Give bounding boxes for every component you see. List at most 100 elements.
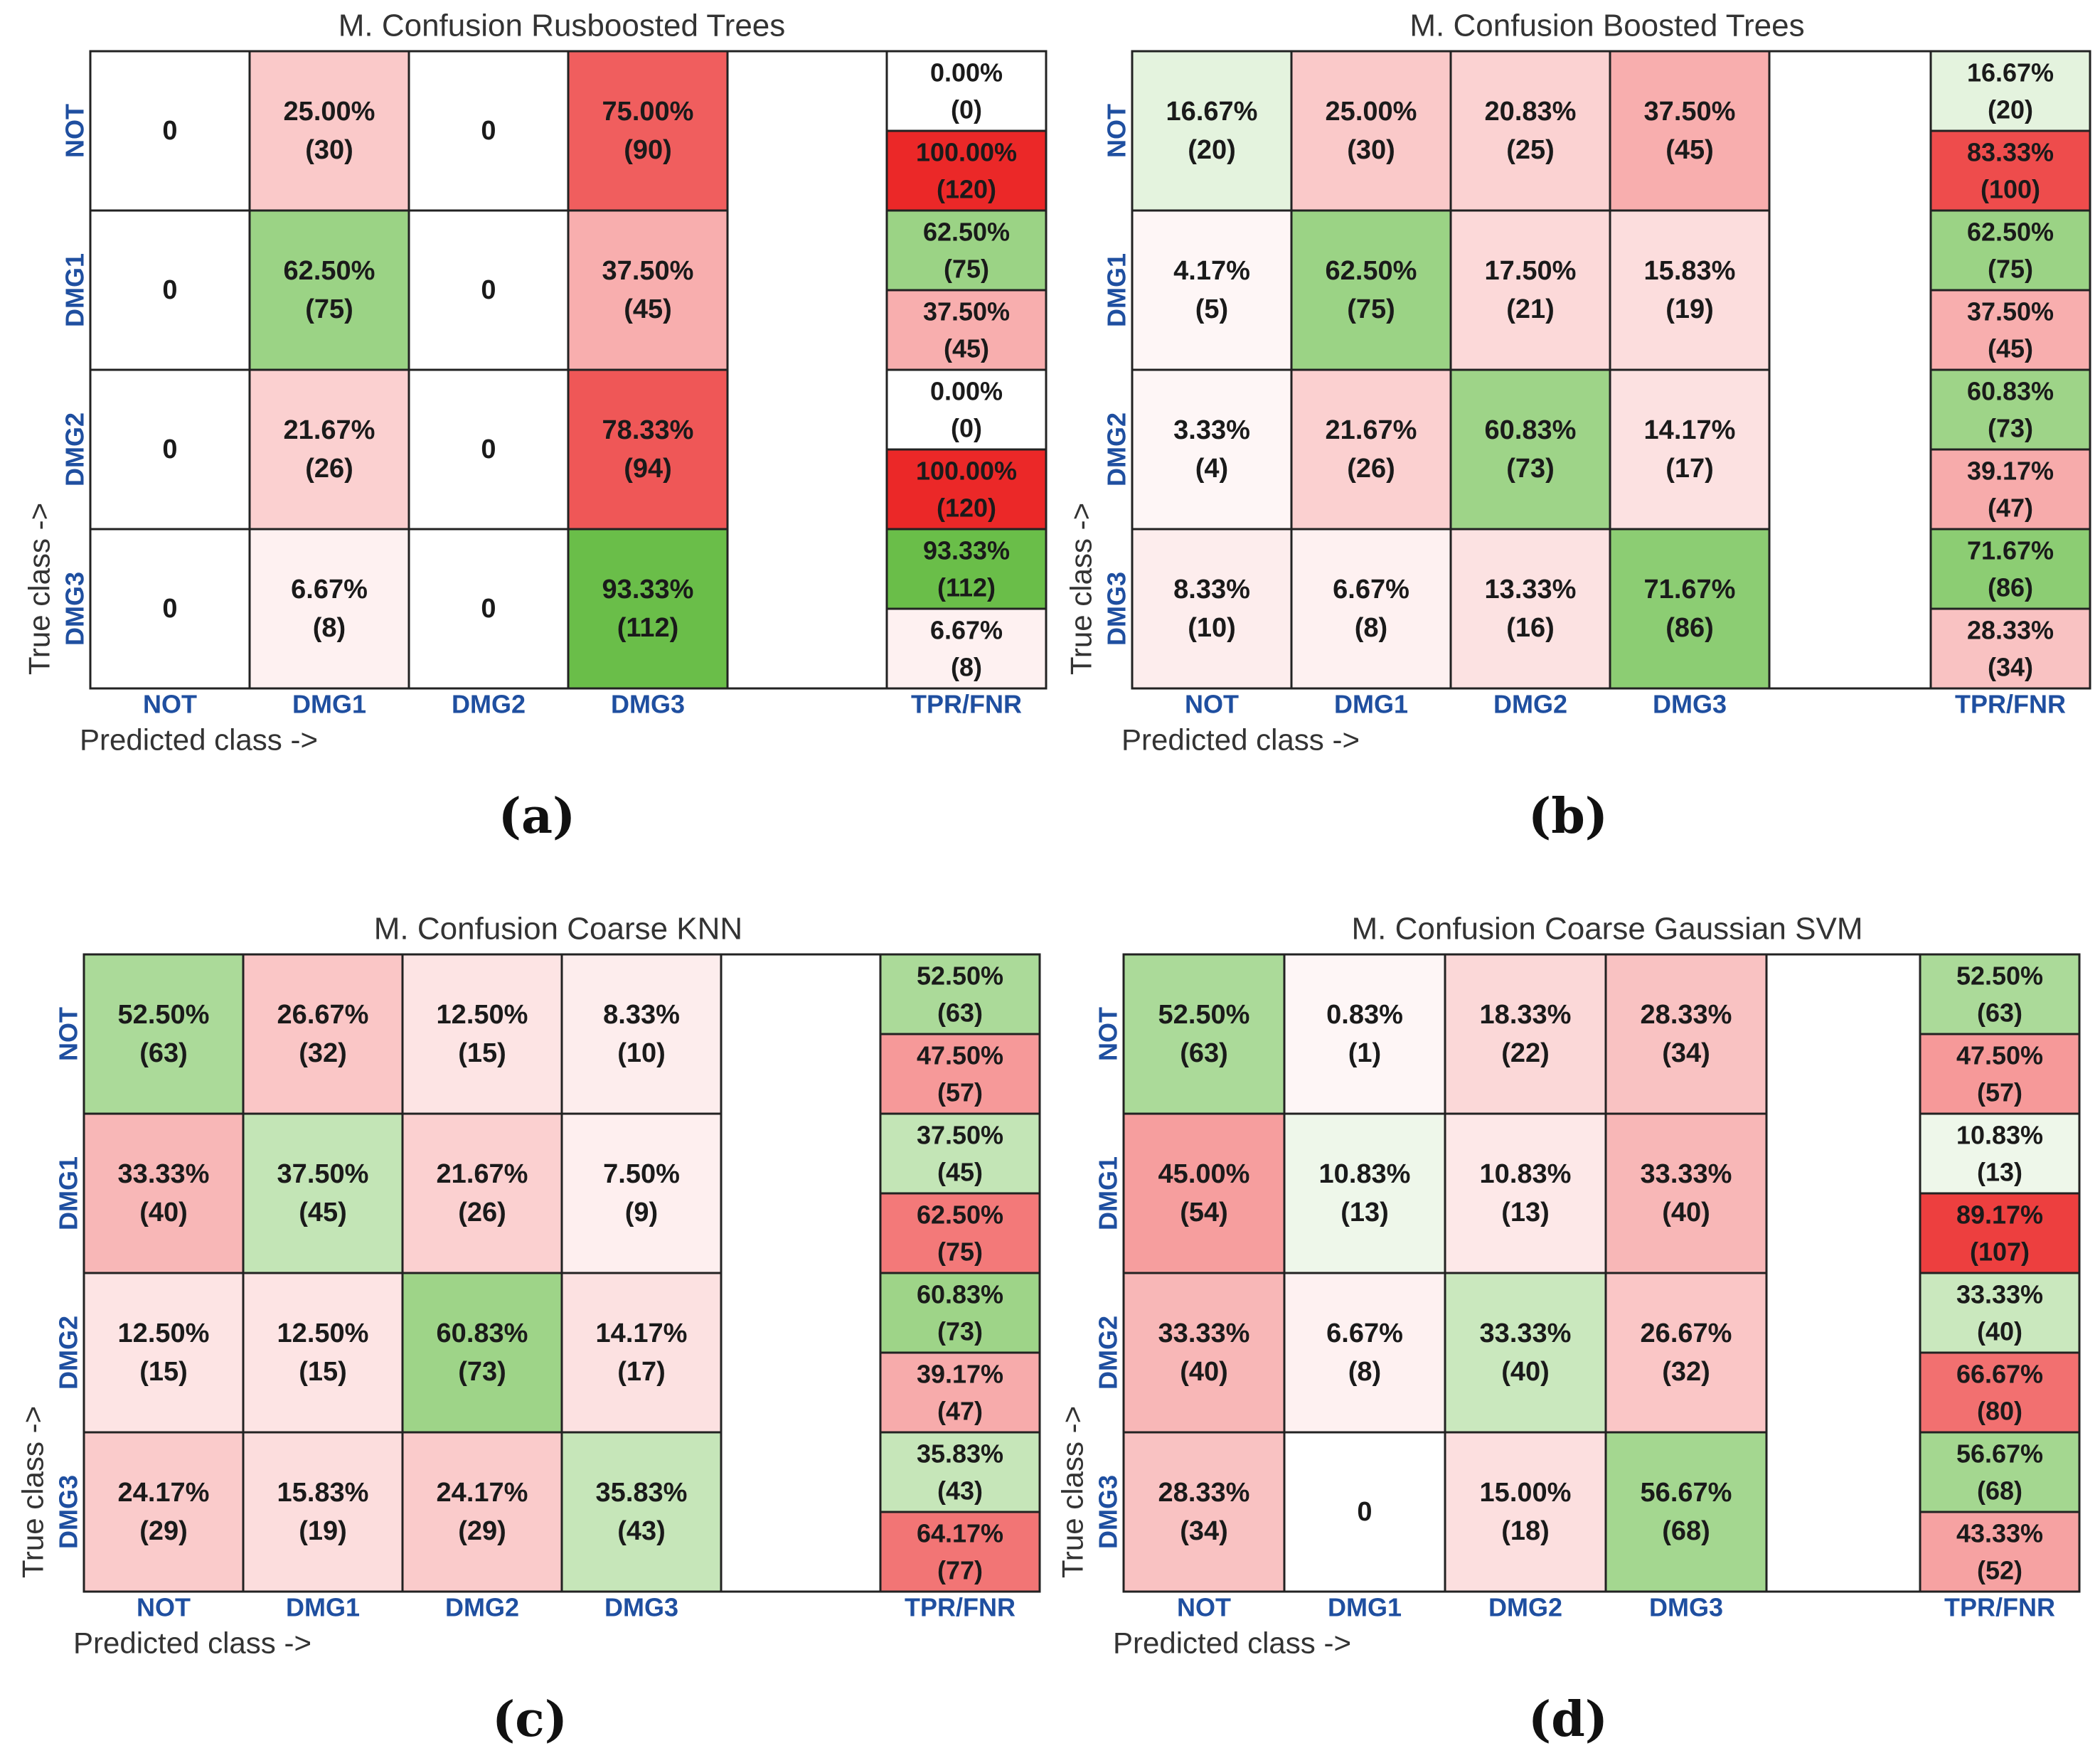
cell-percent: 0.83% [1326, 1000, 1403, 1030]
cell-count: (8) [1355, 613, 1387, 643]
col-label: DMG2 [445, 1593, 519, 1622]
fnr-percent: 37.50% [923, 297, 1010, 326]
tpr-percent: 62.50% [923, 218, 1010, 247]
cell-count: 0 [1357, 1497, 1372, 1527]
cell-count: (40) [1662, 1198, 1710, 1227]
matrix-cell [560, 953, 723, 1115]
cell-count: 0 [162, 275, 177, 305]
matrix-cell [1122, 1112, 1286, 1274]
cell-count: (13) [1501, 1198, 1550, 1227]
col-label: DMG2 [452, 690, 526, 719]
cell-percent: 21.67% [437, 1159, 528, 1189]
fnr-count: (57) [1977, 1078, 2022, 1107]
fnr-count: (100) [1981, 175, 2040, 204]
summary-col-label: TPR/FNR [1955, 690, 2066, 719]
cell-percent: 15.83% [1644, 256, 1736, 286]
cell-count: (90) [624, 135, 672, 165]
tpr-percent: 60.83% [917, 1280, 1003, 1309]
cell-count: (29) [458, 1516, 506, 1546]
cell-count: (8) [313, 613, 346, 643]
tpr-cell [885, 50, 1048, 132]
col-label: NOT [1185, 690, 1239, 719]
matrix-cell [1604, 1431, 1768, 1593]
row-label: DMG2 [54, 1316, 83, 1390]
tpr-cell [879, 1112, 1041, 1195]
cell-percent: 45.00% [1158, 1159, 1250, 1189]
cell-count: (26) [458, 1198, 506, 1227]
cell-percent: 37.50% [277, 1159, 369, 1189]
matrix-cell [1604, 953, 1768, 1115]
fnr-percent: 100.00% [916, 457, 1017, 486]
row-label: DMG1 [1102, 253, 1131, 327]
cell-percent: 33.33% [1158, 1319, 1250, 1348]
matrix-cell [401, 1112, 563, 1274]
matrix-cell [1609, 528, 1771, 690]
cell-count: (30) [1347, 135, 1395, 165]
cell-count: (25) [1506, 135, 1555, 165]
cell-percent: 6.67% [291, 575, 368, 604]
panel-caption: (b) [1528, 788, 1608, 845]
matrix-cell [1444, 953, 1607, 1115]
cell-percent: 28.33% [1641, 1000, 1732, 1030]
fnr-percent: 83.33% [1967, 138, 2054, 167]
fnr-cell [879, 1033, 1041, 1115]
matrix-cell [89, 368, 251, 531]
matrix-cell [567, 50, 729, 212]
tpr-count: (75) [944, 255, 989, 284]
fnr-cell [1929, 448, 2091, 531]
fnr-count: (77) [937, 1556, 983, 1585]
matrix-cell [1131, 209, 1293, 371]
col-label: DMG3 [611, 690, 685, 719]
cell-count: (32) [299, 1038, 347, 1068]
fnr-cell [879, 1192, 1041, 1274]
tpr-percent: 0.00% [930, 377, 1003, 406]
tpr-count: (86) [1988, 573, 2033, 602]
fnr-count: (107) [1970, 1237, 2030, 1267]
col-label: DMG2 [1493, 690, 1567, 719]
tpr-percent: 16.67% [1967, 58, 2054, 87]
matrix-cell [1131, 50, 1293, 212]
cell-percent: 18.33% [1480, 1000, 1572, 1030]
confusion-panel-2: M. Confusion Boosted Trees 16.67% (20) 25.0… [1065, 9, 2091, 845]
col-label: DMG3 [1653, 690, 1727, 719]
cell-count: (34) [1662, 1038, 1710, 1068]
fnr-count: (45) [1988, 334, 2033, 363]
row-label: DMG1 [1094, 1156, 1123, 1230]
tpr-percent: 0.00% [930, 58, 1003, 87]
cell-count: (15) [139, 1357, 188, 1387]
cell-percent: 24.17% [437, 1478, 528, 1508]
matrix-cell [1122, 953, 1286, 1115]
cell-percent: 12.50% [277, 1319, 369, 1348]
tpr-percent: 35.83% [917, 1439, 1003, 1469]
cell-percent: 21.67% [284, 415, 375, 445]
cell-percent: 71.67% [1644, 575, 1736, 604]
cell-count: 0 [162, 435, 177, 464]
tpr-count: (63) [937, 998, 983, 1028]
cell-percent: 78.33% [602, 415, 694, 445]
matrix-cell [1444, 1112, 1607, 1274]
matrix-cell [560, 1112, 723, 1274]
matrix-cell [82, 1431, 245, 1593]
cell-count: (26) [305, 454, 353, 484]
matrix-cell [1290, 368, 1452, 531]
spacer-column [1765, 953, 1922, 1593]
cell-count: (94) [624, 454, 672, 484]
matrix-cell [1604, 1272, 1768, 1434]
cell-count: (40) [1180, 1357, 1228, 1387]
matrix-cell [248, 368, 410, 531]
matrix-cell [401, 1272, 563, 1434]
cell-count: (63) [139, 1038, 188, 1068]
spacer-column [726, 50, 888, 690]
cell-percent: 24.17% [118, 1478, 210, 1508]
cell-percent: 14.17% [596, 1319, 688, 1348]
cell-count: 0 [481, 594, 496, 624]
cell-count: (19) [299, 1516, 347, 1546]
tpr-percent: 10.83% [1956, 1121, 2043, 1150]
fnr-percent: 47.50% [1956, 1041, 2043, 1070]
row-label: DMG2 [60, 412, 90, 486]
cell-count: 0 [481, 116, 496, 146]
fnr-count: (75) [937, 1237, 983, 1267]
fnr-count: (120) [937, 494, 996, 523]
matrix-cell [1283, 953, 1446, 1115]
tpr-count: (63) [1977, 998, 2022, 1028]
